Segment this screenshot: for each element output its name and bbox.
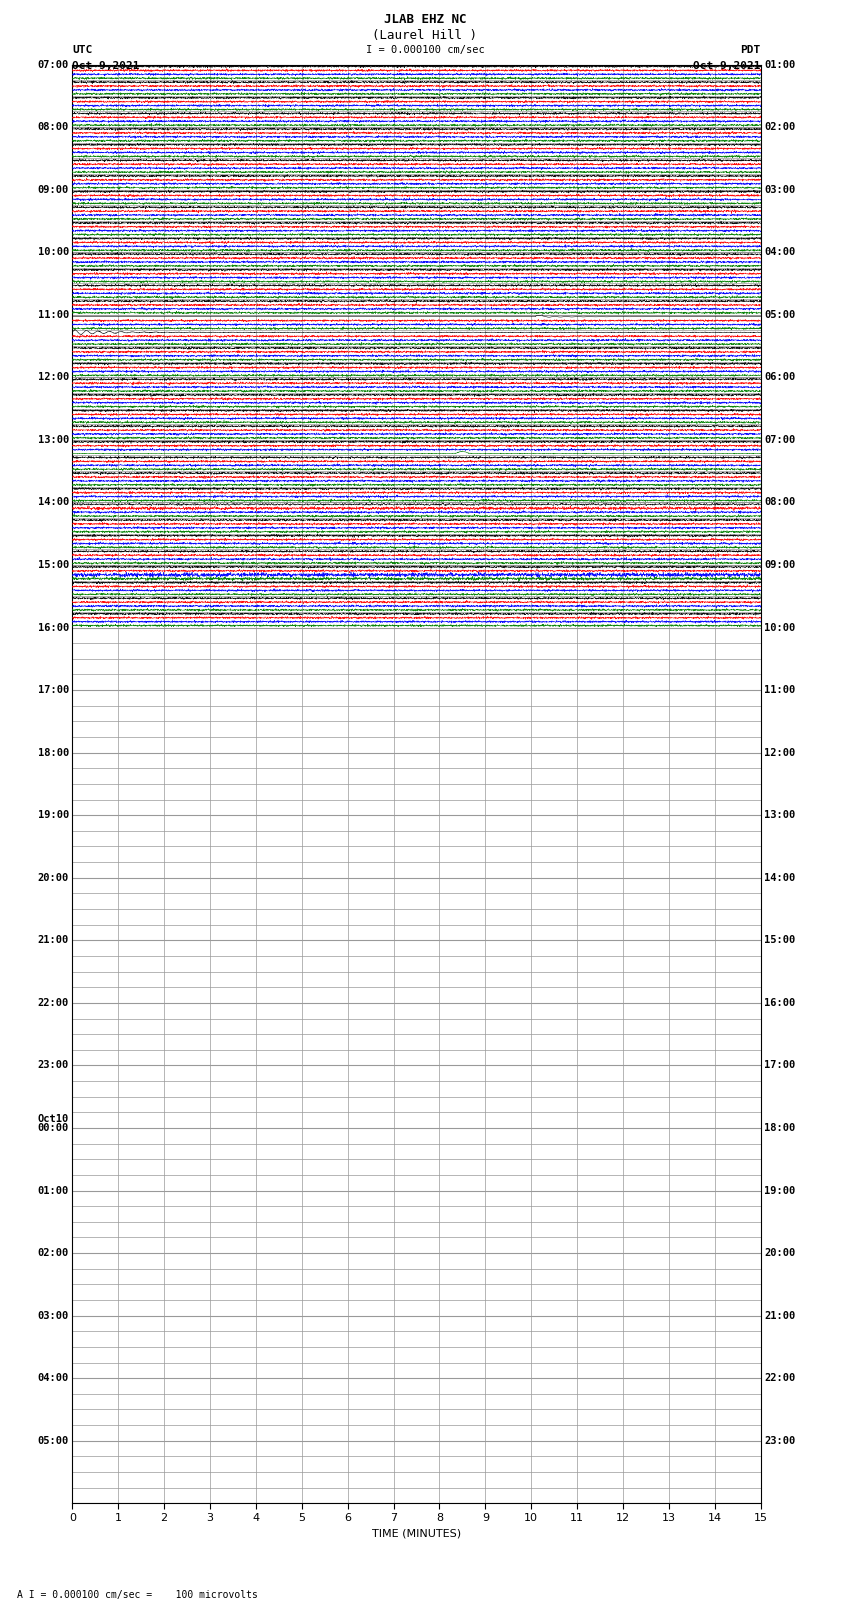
Text: 22:00: 22:00 — [37, 998, 69, 1008]
Text: 14:00: 14:00 — [37, 497, 69, 508]
Text: 11:00: 11:00 — [37, 310, 69, 319]
Text: 12:00: 12:00 — [764, 748, 796, 758]
Text: (Laurel Hill ): (Laurel Hill ) — [372, 29, 478, 42]
Text: 07:00: 07:00 — [764, 436, 796, 445]
Text: 22:00: 22:00 — [764, 1373, 796, 1384]
Text: Oct10: Oct10 — [37, 1113, 69, 1124]
Text: 05:00: 05:00 — [764, 310, 796, 319]
Text: Oct 9,2021: Oct 9,2021 — [694, 61, 761, 71]
Text: 23:00: 23:00 — [37, 1060, 69, 1071]
Text: PDT: PDT — [740, 45, 761, 55]
Text: 01:00: 01:00 — [37, 1186, 69, 1195]
Text: 20:00: 20:00 — [764, 1248, 796, 1258]
Text: 00:00: 00:00 — [37, 1123, 69, 1132]
Text: 15:00: 15:00 — [764, 936, 796, 945]
Text: 23:00: 23:00 — [764, 1436, 796, 1445]
Text: 18:00: 18:00 — [37, 748, 69, 758]
Text: 10:00: 10:00 — [764, 623, 796, 632]
Text: 05:00: 05:00 — [37, 1436, 69, 1445]
Text: 12:00: 12:00 — [37, 373, 69, 382]
Text: 07:00: 07:00 — [37, 60, 69, 69]
Text: A I = 0.000100 cm/sec =    100 microvolts: A I = 0.000100 cm/sec = 100 microvolts — [17, 1590, 258, 1600]
Text: 03:00: 03:00 — [37, 1311, 69, 1321]
Text: 20:00: 20:00 — [37, 873, 69, 882]
Text: 14:00: 14:00 — [764, 873, 796, 882]
Text: 17:00: 17:00 — [764, 1060, 796, 1071]
Text: 02:00: 02:00 — [764, 123, 796, 132]
Text: 16:00: 16:00 — [37, 623, 69, 632]
Text: 21:00: 21:00 — [37, 936, 69, 945]
Text: 08:00: 08:00 — [764, 497, 796, 508]
Text: 17:00: 17:00 — [37, 686, 69, 695]
Text: I = 0.000100 cm/sec: I = 0.000100 cm/sec — [366, 45, 484, 55]
Text: 02:00: 02:00 — [37, 1248, 69, 1258]
Text: 01:00: 01:00 — [764, 60, 796, 69]
Text: JLAB EHZ NC: JLAB EHZ NC — [383, 13, 467, 26]
Text: 03:00: 03:00 — [764, 184, 796, 195]
Text: 09:00: 09:00 — [764, 560, 796, 569]
Text: 19:00: 19:00 — [764, 1186, 796, 1195]
Text: 08:00: 08:00 — [37, 123, 69, 132]
Text: 04:00: 04:00 — [764, 247, 796, 256]
X-axis label: TIME (MINUTES): TIME (MINUTES) — [372, 1529, 461, 1539]
Text: 15:00: 15:00 — [37, 560, 69, 569]
Text: 04:00: 04:00 — [37, 1373, 69, 1384]
Text: 19:00: 19:00 — [37, 810, 69, 819]
Text: 11:00: 11:00 — [764, 686, 796, 695]
Text: 10:00: 10:00 — [37, 247, 69, 256]
Text: 13:00: 13:00 — [37, 436, 69, 445]
Text: UTC: UTC — [72, 45, 93, 55]
Text: 13:00: 13:00 — [764, 810, 796, 819]
Text: 09:00: 09:00 — [37, 184, 69, 195]
Text: 18:00: 18:00 — [764, 1123, 796, 1132]
Text: 06:00: 06:00 — [764, 373, 796, 382]
Text: 16:00: 16:00 — [764, 998, 796, 1008]
Text: 21:00: 21:00 — [764, 1311, 796, 1321]
Text: Oct 9,2021: Oct 9,2021 — [72, 61, 139, 71]
